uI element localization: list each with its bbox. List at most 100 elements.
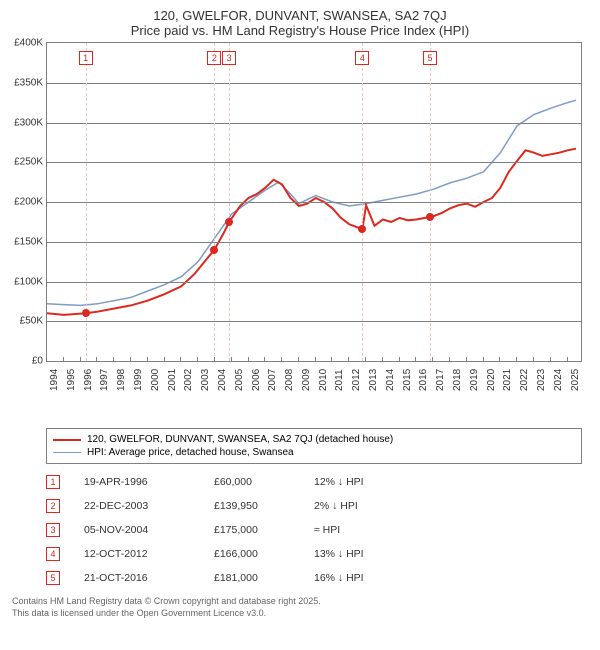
y-axis-label: £0 xyxy=(9,356,43,367)
x-tick xyxy=(80,357,81,362)
x-tick xyxy=(248,357,249,362)
tx-price: £166,000 xyxy=(214,548,314,560)
x-axis-label: 2002 xyxy=(183,369,194,391)
legend-swatch xyxy=(53,452,81,453)
x-axis-label: 2012 xyxy=(351,369,362,391)
x-tick xyxy=(315,357,316,362)
x-tick xyxy=(63,357,64,362)
x-tick xyxy=(348,357,349,362)
x-tick xyxy=(415,357,416,362)
y-gridline xyxy=(47,242,581,243)
event-vline xyxy=(362,43,363,361)
x-tick xyxy=(197,357,198,362)
x-axis-label: 2024 xyxy=(553,369,564,391)
x-tick xyxy=(130,357,131,362)
transaction-row: 2 22-DEC-2003£139,9502% ↓ HPI xyxy=(46,494,582,518)
footer: Contains HM Land Registry data © Crown c… xyxy=(12,596,582,619)
transaction-row: 412-OCT-2012£166,00013% ↓ HPI xyxy=(46,542,582,566)
tx-price: £139,950 xyxy=(214,500,314,512)
x-axis-label: 2001 xyxy=(167,369,178,391)
y-axis-label: £350K xyxy=(9,77,43,88)
x-tick xyxy=(466,357,467,362)
x-tick xyxy=(382,357,383,362)
y-gridline xyxy=(47,162,581,163)
transaction-row: 119-APR-1996£60,00012% ↓ HPI xyxy=(46,470,582,494)
event-marker-3: 3 xyxy=(222,51,236,65)
x-tick xyxy=(281,357,282,362)
x-axis-label: 2000 xyxy=(150,369,161,391)
y-axis-label: £200K xyxy=(9,197,43,208)
event-marker-2: 2 xyxy=(207,51,221,65)
x-tick xyxy=(96,357,97,362)
tx-price: £181,000 xyxy=(214,572,314,584)
transaction-row: 305-NOV-2004£175,000≈ HPI xyxy=(46,518,582,542)
tx-diff: 12% ↓ HPI xyxy=(314,476,414,488)
footer-line-2: This data is licensed under the Open Gov… xyxy=(12,608,582,620)
x-axis-label: 2004 xyxy=(217,369,228,391)
x-tick xyxy=(550,357,551,362)
x-axis-label: 2005 xyxy=(234,369,245,391)
event-dot-3 xyxy=(225,218,233,226)
event-dot-1 xyxy=(82,309,90,317)
x-axis-label: 2023 xyxy=(536,369,547,391)
x-axis-label: 1994 xyxy=(49,369,60,391)
legend: 120, GWELFOR, DUNVANT, SWANSEA, SA2 7QJ … xyxy=(46,428,582,464)
x-axis-label: 2021 xyxy=(502,369,513,391)
title-block: 120, GWELFOR, DUNVANT, SWANSEA, SA2 7QJ … xyxy=(8,8,592,38)
tx-number: 2 xyxy=(46,499,60,513)
chart: £0£50K£100K£150K£200K£250K£300K£350K£400… xyxy=(46,42,582,422)
transaction-table: 119-APR-1996£60,00012% ↓ HPI 2 22-DEC-2003… xyxy=(46,470,582,590)
x-axis-label: 1999 xyxy=(133,369,144,391)
y-axis-label: £300K xyxy=(9,117,43,128)
x-tick xyxy=(516,357,517,362)
event-marker-5: 5 xyxy=(423,51,437,65)
event-vline xyxy=(214,43,215,361)
y-axis-label: £100K xyxy=(9,276,43,287)
tx-number: 5 xyxy=(46,571,60,585)
y-gridline xyxy=(47,83,581,84)
x-axis-label: 2003 xyxy=(200,369,211,391)
x-tick xyxy=(180,357,181,362)
tx-diff: 2% ↓ HPI xyxy=(314,500,414,512)
x-axis-label: 2022 xyxy=(519,369,530,391)
x-axis-label: 2010 xyxy=(318,369,329,391)
y-axis-label: £400K xyxy=(9,38,43,49)
x-axis-label: 2011 xyxy=(334,369,345,391)
y-axis-label: £150K xyxy=(9,236,43,247)
y-gridline xyxy=(47,123,581,124)
footer-line-1: Contains HM Land Registry data © Crown c… xyxy=(12,596,582,608)
series-property xyxy=(47,149,576,315)
x-axis-label: 2009 xyxy=(301,369,312,391)
x-tick xyxy=(214,357,215,362)
y-axis-label: £250K xyxy=(9,157,43,168)
event-vline xyxy=(430,43,431,361)
x-tick xyxy=(432,357,433,362)
legend-item: 120, GWELFOR, DUNVANT, SWANSEA, SA2 7QJ … xyxy=(53,433,575,446)
x-axis-label: 2014 xyxy=(385,369,396,391)
x-axis-labels: 1994199519961997199819992000200120022003… xyxy=(46,362,582,422)
x-tick xyxy=(164,357,165,362)
x-axis-label: 2018 xyxy=(452,369,463,391)
x-axis-label: 2006 xyxy=(251,369,262,391)
tx-date: 22-DEC-2003 xyxy=(84,500,214,512)
tx-diff: 13% ↓ HPI xyxy=(314,548,414,560)
event-vline xyxy=(229,43,230,361)
x-axis-label: 1998 xyxy=(116,369,127,391)
tx-number: 3 xyxy=(46,523,60,537)
x-tick xyxy=(298,357,299,362)
tx-price: £175,000 xyxy=(214,524,314,536)
x-tick xyxy=(113,357,114,362)
x-axis-label: 2016 xyxy=(418,369,429,391)
x-tick xyxy=(399,357,400,362)
x-axis-label: 2025 xyxy=(570,369,581,391)
tx-date: 12-OCT-2012 xyxy=(84,548,214,560)
y-axis-label: £50K xyxy=(9,316,43,327)
x-tick xyxy=(147,357,148,362)
tx-price: £60,000 xyxy=(214,476,314,488)
transaction-row: 521-OCT-2016£181,00016% ↓ HPI xyxy=(46,566,582,590)
x-tick xyxy=(483,357,484,362)
x-axis-label: 2019 xyxy=(469,369,480,391)
chart-subtitle: Price paid vs. HM Land Registry's House … xyxy=(8,23,592,38)
event-dot-4 xyxy=(358,225,366,233)
x-axis-label: 2020 xyxy=(486,369,497,391)
